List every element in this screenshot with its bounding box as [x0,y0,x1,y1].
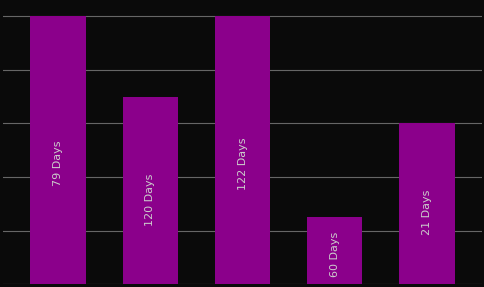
Text: 122 Days: 122 Days [237,137,247,190]
Bar [398,123,454,284]
Bar [122,97,178,284]
Bar [306,217,362,284]
Text: 79 Days: 79 Days [53,141,63,186]
Bar [214,16,270,284]
Text: 120 Days: 120 Days [145,174,155,226]
Text: 21 Days: 21 Days [421,189,431,234]
Bar [30,16,86,284]
Text: 60 Days: 60 Days [329,231,339,277]
